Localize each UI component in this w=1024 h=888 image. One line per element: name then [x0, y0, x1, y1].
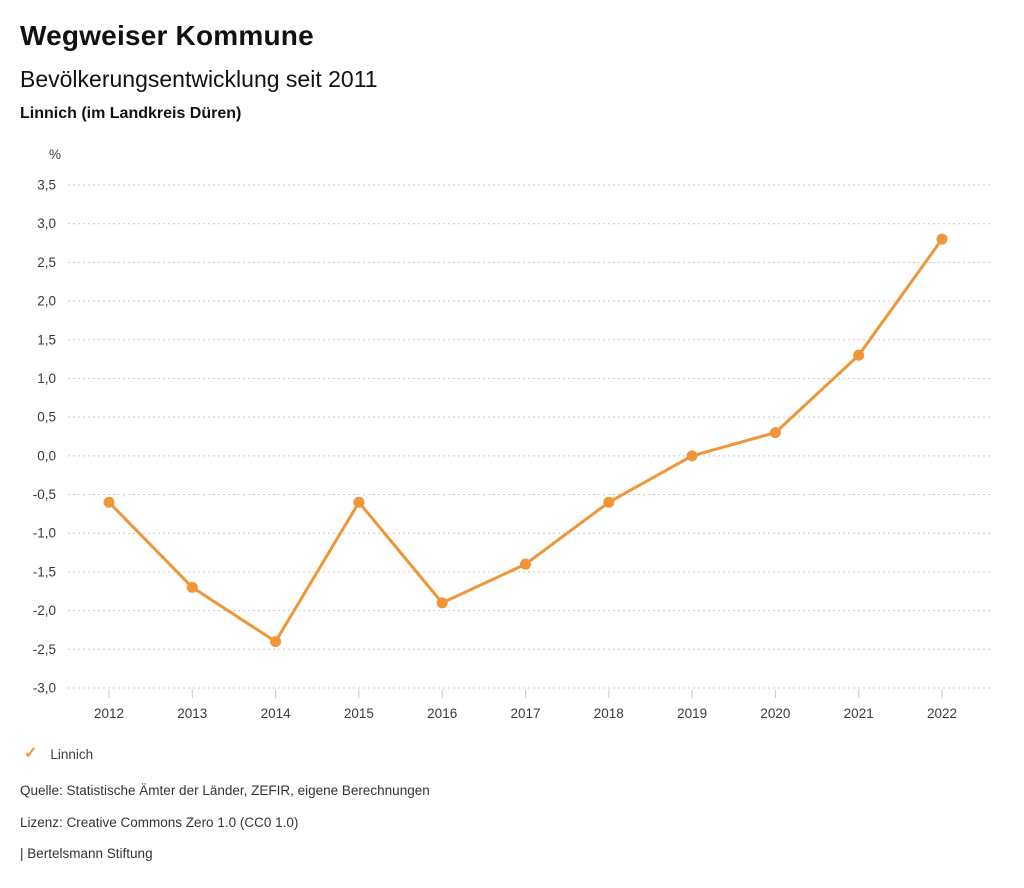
- source-text: Quelle: Statistische Ämter der Länder, Z…: [20, 783, 430, 798]
- x-tick-label: 2018: [594, 706, 624, 721]
- y-tick-label: -2,5: [33, 642, 56, 657]
- y-tick-label: 0,5: [37, 410, 56, 425]
- legend-item-label[interactable]: Linnich: [50, 746, 94, 762]
- x-tick-label: 2015: [344, 706, 374, 721]
- data-point-2021[interactable]: [853, 349, 865, 361]
- chart-subtitle: Bevölkerungsentwicklung seit 2011: [20, 66, 378, 92]
- y-tick-label: -0,5: [33, 487, 56, 502]
- x-tick-label: 2013: [177, 706, 207, 721]
- x-tick-label: 2012: [94, 706, 124, 721]
- data-point-2017[interactable]: [520, 558, 531, 570]
- y-tick-label: -3,0: [33, 681, 56, 696]
- x-tick-label: 2014: [261, 706, 292, 721]
- x-tick-label: 2020: [760, 706, 790, 721]
- population-line-chart: % 3,5 3,0 2,5 2,0 1,5 1,0 0,5 0,0 -0,5 -1,0 -1,5 -2,…: [33, 147, 990, 721]
- data-point-2012[interactable]: [103, 496, 115, 508]
- footer: Quelle: Statistische Ämter der Länder, Z…: [20, 784, 430, 879]
- y-axis-unit-label: %: [49, 147, 61, 162]
- y-tick-label: -2,0: [33, 603, 56, 618]
- y-tick-label: 2,5: [37, 255, 56, 270]
- y-tick-label: 2,0: [37, 294, 56, 309]
- y-tick-label: 1,0: [37, 371, 56, 386]
- legend-checkmark-icon[interactable]: ✓: [24, 745, 38, 762]
- data-point-2015[interactable]: [353, 496, 365, 508]
- x-tick-label: 2016: [427, 706, 457, 721]
- x-tick-label: 2022: [927, 706, 957, 721]
- data-point-2022[interactable]: [936, 233, 948, 245]
- attribution-text: | Bertelsmann Stiftung: [20, 846, 153, 861]
- x-tick-label: 2021: [844, 706, 874, 721]
- x-tick-label: 2019: [677, 706, 707, 721]
- y-tick-label: 3,5: [37, 178, 56, 193]
- y-tick-label: 0,0: [37, 448, 56, 463]
- data-point-2018[interactable]: [603, 496, 615, 508]
- y-tick-label: 3,0: [37, 216, 56, 231]
- data-point-2014[interactable]: [270, 636, 282, 648]
- data-point-2013[interactable]: [186, 581, 198, 593]
- y-tick-label: 1,5: [37, 332, 56, 347]
- data-point-2019[interactable]: [686, 450, 698, 462]
- y-tick-label: -1,0: [33, 526, 56, 541]
- legend-item-linnich[interactable]: ✓ Linnich: [24, 746, 93, 762]
- series-line-linnich: [107, 237, 944, 644]
- y-tick-label: -1,5: [33, 564, 56, 579]
- license-text: Lizenz: Creative Commons Zero 1.0 (CC0 1…: [20, 814, 299, 830]
- chart-region-label: Linnich (im Landkreis Düren): [20, 105, 242, 122]
- data-point-2016[interactable]: [436, 597, 448, 609]
- x-tick-label: 2017: [510, 706, 540, 721]
- data-point-2020[interactable]: [769, 427, 781, 439]
- page-title: Wegweiser Kommune: [20, 20, 314, 51]
